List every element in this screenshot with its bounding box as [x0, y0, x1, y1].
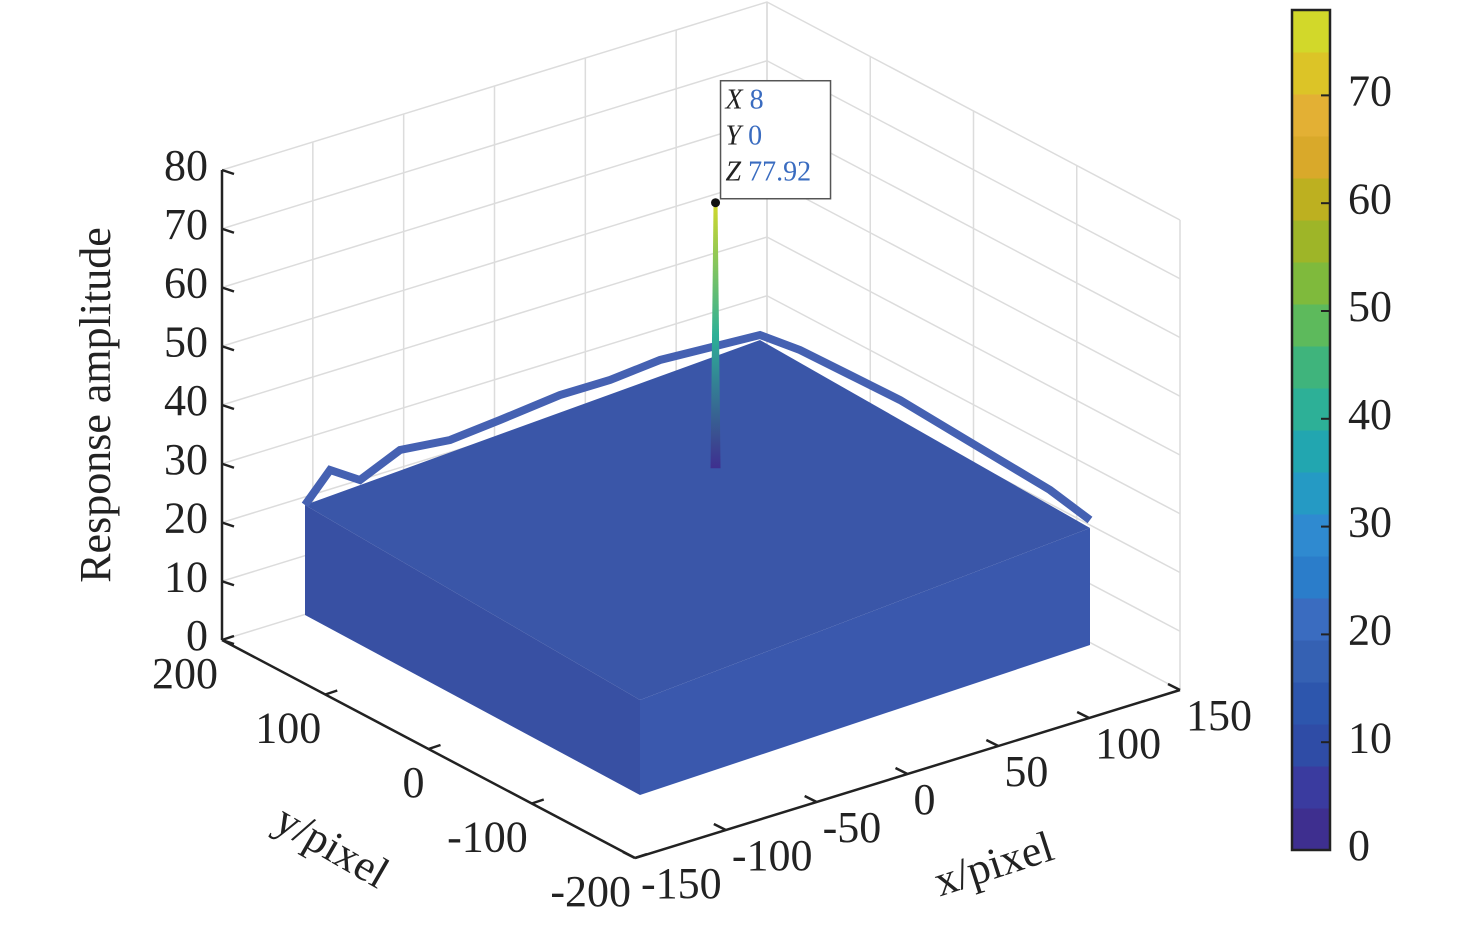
colorbar-swatch	[1292, 514, 1330, 557]
colorbar-swatch	[1292, 220, 1330, 263]
datatip-name: Z	[726, 157, 742, 188]
colorbar-swatch	[1292, 766, 1330, 809]
z-tick-label: 60	[164, 259, 208, 308]
z-tick-label: 50	[164, 317, 208, 366]
colorbar-tick-label: 10	[1348, 713, 1392, 762]
grid-line	[221, 294, 1181, 515]
y-tick-label: 200	[152, 649, 218, 698]
plot-layer: 01020304050607080-200-1000100200-150-100…	[152, 8, 1392, 916]
colorbar-swatch	[1292, 178, 1330, 221]
y-tick-label: -100	[447, 813, 528, 862]
colorbar-tick-label: 60	[1348, 174, 1392, 223]
colorbar-swatch	[1292, 94, 1330, 137]
colorbar-tick-label: 40	[1348, 390, 1392, 439]
colorbar-tick-label: 70	[1348, 66, 1392, 115]
surface-right-face	[640, 528, 1090, 795]
y-tick	[531, 798, 545, 805]
colorbar-swatch	[1292, 388, 1330, 431]
z-tick-label: 30	[164, 435, 208, 484]
z-tick-label: 0	[186, 611, 208, 660]
datatip-row: Y 0	[726, 121, 763, 152]
x-tick-label: -50	[823, 803, 882, 852]
z-tick	[221, 462, 235, 469]
z-tick-label: 70	[164, 200, 208, 249]
datatip-name: X	[725, 85, 744, 116]
grid-line	[221, 1, 1181, 221]
z-tick-label: 40	[164, 376, 208, 425]
grid-line	[221, 118, 1181, 339]
peak-marker	[711, 198, 721, 208]
y-tick	[324, 689, 338, 696]
z-tick-label: 20	[164, 494, 208, 543]
y-tick	[428, 743, 441, 751]
z-tick-label: 10	[164, 552, 208, 601]
colorbar-swatch	[1292, 724, 1330, 767]
grid-line	[221, 59, 1181, 280]
peak-spike	[710, 202, 721, 469]
y-tick	[634, 852, 648, 860]
z-tick	[221, 580, 235, 587]
y-tick-label: 100	[255, 704, 321, 753]
colorbar-tick-label: 20	[1348, 605, 1392, 654]
z-tick	[221, 227, 235, 234]
colorbar-tick-label: 50	[1348, 282, 1392, 331]
colorbar-swatch	[1292, 346, 1330, 389]
z-tick-label: 80	[164, 141, 208, 190]
x-tick	[713, 822, 727, 832]
colorbar-swatch	[1292, 556, 1330, 599]
colorbar-swatch	[1292, 10, 1330, 53]
surface-left-face	[305, 505, 640, 795]
grid-line	[221, 236, 1181, 456]
y-tick-label: -200	[550, 867, 631, 916]
datatip-value: 0	[748, 121, 762, 152]
x-tick-label: 100	[1095, 719, 1161, 768]
x-tick	[1167, 682, 1181, 692]
z-tick	[221, 403, 235, 411]
colorbar-swatch	[1292, 640, 1330, 683]
x-tick-label: 0	[914, 775, 936, 824]
colorbar-swatch	[1292, 136, 1330, 179]
x-axis-label: x/pixel	[928, 822, 1059, 906]
x-tick-label: 150	[1186, 691, 1252, 740]
z-tick	[221, 521, 235, 528]
colorbar-tick-label: 0	[1348, 821, 1370, 870]
z-tick	[221, 168, 235, 176]
z-tick	[221, 638, 235, 646]
x-tick-label: 50	[1004, 747, 1048, 796]
x-tick	[1076, 710, 1090, 720]
colorbar-swatch	[1292, 808, 1330, 851]
colorbar-swatch	[1292, 430, 1330, 473]
x-tick-label: -150	[641, 859, 722, 908]
colorbar-swatch	[1292, 262, 1330, 305]
datatip-row: X 8	[725, 85, 764, 116]
surface-top	[305, 340, 1090, 700]
z-tick	[221, 286, 235, 293]
y-axis-label: y/pixel	[267, 794, 397, 898]
colorbar-tick-label: 30	[1348, 498, 1392, 547]
datatip-value: 77.92	[748, 157, 811, 188]
colorbar-frame	[1290, 8, 1332, 852]
x-tick	[622, 850, 636, 860]
datatip-box	[719, 79, 832, 200]
z-axis-label: Response amplitude	[71, 227, 120, 583]
datatip-name: Y	[726, 121, 745, 152]
colorbar-swatch	[1292, 682, 1330, 725]
x-tick	[894, 766, 909, 776]
x-tick	[804, 794, 818, 804]
x-tick-label: -100	[732, 831, 813, 880]
colorbar-swatch	[1292, 52, 1330, 95]
y-tick	[221, 634, 235, 642]
datatip-row: Z 77.92	[726, 157, 812, 188]
colorbar-swatch	[1292, 472, 1330, 515]
z-tick	[221, 345, 235, 352]
y-tick-label: 0	[403, 758, 425, 807]
datatip-value: 8	[750, 85, 764, 116]
surface-edge	[301, 330, 1093, 524]
x-tick	[985, 738, 999, 748]
